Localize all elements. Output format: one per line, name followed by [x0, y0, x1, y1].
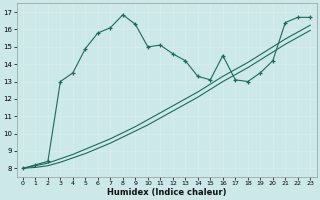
- X-axis label: Humidex (Indice chaleur): Humidex (Indice chaleur): [107, 188, 226, 197]
